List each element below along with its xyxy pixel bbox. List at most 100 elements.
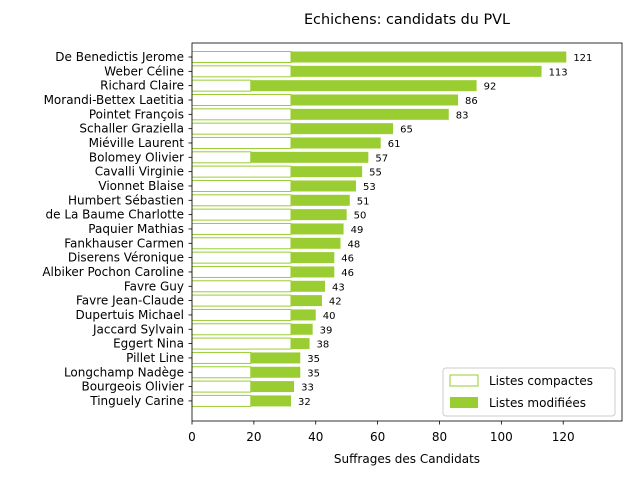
plot-frame bbox=[191, 42, 623, 422]
bar-compactes-pillet-line bbox=[191, 351, 252, 364]
y-tick-label-favre-jean-claude: Favre Jean-Claude bbox=[76, 294, 184, 308]
bar-modifiees-albiker-pochon-caroline bbox=[290, 266, 335, 278]
y-tick-label-fankhauser-carmen: Fankhauser Carmen bbox=[64, 236, 184, 250]
bar-compactes-schaller-graziella bbox=[191, 122, 292, 135]
y-tick-label-pointet-francois: Pointet François bbox=[89, 107, 184, 121]
y-tick-label-vionnet-blaise: Vionnet Blaise bbox=[98, 179, 184, 193]
legend-label-compactes: Listes compactes bbox=[489, 374, 593, 388]
y-tick-label-bourgeois-olivier: Bourgeois Olivier bbox=[81, 380, 184, 394]
y-tick-label-cavalli-virginie: Cavalli Virginie bbox=[95, 165, 184, 179]
bar-compactes-pointet-francois bbox=[191, 108, 292, 121]
value-label-dupertuis-michael: 40 bbox=[323, 311, 336, 322]
bar-modifiees-longchamp-nadege bbox=[250, 366, 301, 378]
bar-compactes-de-la-baume-charlotte bbox=[191, 208, 292, 221]
value-label-vionnet-blaise: 53 bbox=[363, 182, 376, 193]
bar-modifiees-diserens-veronique bbox=[290, 252, 335, 264]
bar-modifiees-dupertuis-michael bbox=[290, 309, 316, 321]
bar-modifiees-schaller-graziella bbox=[290, 123, 394, 135]
bar-compactes-mieville-laurent bbox=[191, 136, 292, 149]
x-tick-label-120: 120 bbox=[552, 430, 575, 444]
bar-modifiees-tinguely-carine bbox=[250, 395, 291, 407]
y-tick-label-diserens-veronique: Diserens Véronique bbox=[68, 251, 184, 265]
x-axis-label: Suffrages des Candidats bbox=[334, 452, 480, 466]
bar-modifiees-pillet-line bbox=[250, 352, 301, 364]
value-label-albiker-pochon-caroline: 46 bbox=[341, 268, 354, 279]
bar-modifiees-favre-jean-claude bbox=[290, 295, 322, 307]
x-tick-label-60: 60 bbox=[370, 430, 385, 444]
x-tick-label-80: 80 bbox=[432, 430, 447, 444]
bar-compactes-humbert-sebastien bbox=[191, 194, 292, 207]
value-label-diserens-veronique: 46 bbox=[341, 254, 354, 265]
value-label-weber-celine: 113 bbox=[549, 67, 568, 78]
bar-compactes-cavalli-virginie bbox=[191, 165, 292, 178]
y-tick-label-de-la-baume-charlotte: de La Baume Charlotte bbox=[46, 208, 185, 222]
bar-modifiees-mieville-laurent bbox=[290, 137, 381, 149]
bar-modifiees-bolomey-olivier bbox=[250, 151, 369, 163]
bar-compactes-jaccard-sylvain bbox=[191, 323, 292, 336]
value-label-morandi-bettex-laetitia: 86 bbox=[465, 96, 478, 107]
bar-modifiees-favre-guy bbox=[290, 280, 326, 292]
bar-modifiees-de-la-baume-charlotte bbox=[290, 209, 347, 221]
value-label-schaller-graziella: 65 bbox=[400, 125, 413, 136]
y-tick-label-weber-celine: Weber Céline bbox=[104, 64, 184, 78]
y-tick-label-schaller-graziella: Schaller Graziella bbox=[79, 122, 184, 136]
x-axis-ticks: 0 20 40 60 80 100 120 bbox=[188, 421, 575, 444]
bar-compactes-paquier-mathias bbox=[191, 222, 292, 235]
value-label-pointet-francois: 83 bbox=[456, 110, 469, 121]
bar-compactes-dupertuis-michael bbox=[191, 308, 292, 321]
bar-compactes-richard-claire bbox=[191, 79, 252, 92]
legend-swatch-compactes bbox=[449, 374, 479, 387]
bar-compactes-weber-celine bbox=[191, 65, 292, 78]
bar-modifiees-humbert-sebastien bbox=[290, 194, 350, 206]
value-label-longchamp-nadege: 35 bbox=[307, 368, 320, 379]
value-label-favre-guy: 43 bbox=[332, 282, 345, 293]
y-tick-label-pillet-line: Pillet Line bbox=[126, 351, 184, 365]
bar-compactes-albiker-pochon-caroline bbox=[191, 265, 292, 278]
value-label-eggert-nina: 38 bbox=[317, 340, 330, 351]
value-label-fankhauser-carmen: 48 bbox=[347, 239, 360, 250]
bar-compactes-bolomey-olivier bbox=[191, 151, 252, 164]
bar-modifiees-weber-celine bbox=[290, 65, 542, 77]
bar-modifiees-eggert-nina bbox=[290, 338, 310, 350]
bar-compactes-de-benedictis-jerome bbox=[191, 51, 292, 63]
y-tick-label-favre-guy: Favre Guy bbox=[124, 279, 184, 293]
legend: Listes compactes Listes modifiées bbox=[442, 367, 616, 417]
bar-modifiees-paquier-mathias bbox=[290, 223, 344, 235]
y-tick-label-eggert-nina: Eggert Nina bbox=[113, 337, 184, 351]
y-tick-label-tinguely-carine: Tinguely Carine bbox=[89, 394, 184, 408]
legend-box bbox=[442, 367, 616, 417]
x-tick-label-100: 100 bbox=[490, 430, 513, 444]
value-label-humbert-sebastien: 51 bbox=[357, 196, 370, 207]
value-label-favre-jean-claude: 42 bbox=[329, 297, 342, 308]
y-tick-label-dupertuis-michael: Dupertuis Michael bbox=[76, 308, 184, 322]
bars-group bbox=[191, 51, 567, 407]
bar-compactes-favre-jean-claude bbox=[191, 294, 292, 307]
y-tick-label-morandi-bettex-laetitia: Morandi-Bettex Laetitia bbox=[44, 93, 184, 107]
bar-modifiees-jaccard-sylvain bbox=[290, 323, 313, 335]
bar-compactes-bourgeois-olivier bbox=[191, 380, 252, 393]
value-label-tinguely-carine: 32 bbox=[298, 397, 311, 408]
value-label-richard-claire: 92 bbox=[484, 82, 497, 93]
y-tick-label-jaccard-sylvain: Jaccard Sylvain bbox=[92, 322, 184, 336]
x-tick-label-20: 20 bbox=[246, 430, 261, 444]
bar-modifiees-pointet-francois bbox=[290, 108, 449, 120]
value-label-de-la-baume-charlotte: 50 bbox=[354, 211, 367, 222]
y-tick-label-richard-claire: Richard Claire bbox=[100, 79, 184, 93]
value-label-paquier-mathias: 49 bbox=[351, 225, 364, 236]
value-label-de-benedictis-jerome: 121 bbox=[573, 53, 592, 64]
bar-modifiees-morandi-bettex-laetitia bbox=[290, 94, 459, 106]
y-tick-label-albiker-pochon-caroline: Albiker Pochon Caroline bbox=[42, 265, 184, 279]
value-label-bourgeois-olivier: 33 bbox=[301, 383, 314, 394]
y-tick-label-bolomey-olivier: Bolomey Olivier bbox=[89, 150, 184, 164]
x-tick-label-0: 0 bbox=[188, 430, 196, 444]
bar-compactes-vionnet-blaise bbox=[191, 179, 292, 192]
value-label-cavalli-virginie: 55 bbox=[369, 168, 382, 179]
bar-compactes-favre-guy bbox=[191, 280, 292, 293]
legend-swatch-modifiees bbox=[450, 397, 478, 408]
value-label-bolomey-olivier: 57 bbox=[375, 153, 388, 164]
legend-label-modifiees: Listes modifiées bbox=[489, 396, 586, 410]
x-tick-label-40: 40 bbox=[308, 430, 323, 444]
y-tick-label-mieville-laurent: Miéville Laurent bbox=[89, 136, 185, 150]
